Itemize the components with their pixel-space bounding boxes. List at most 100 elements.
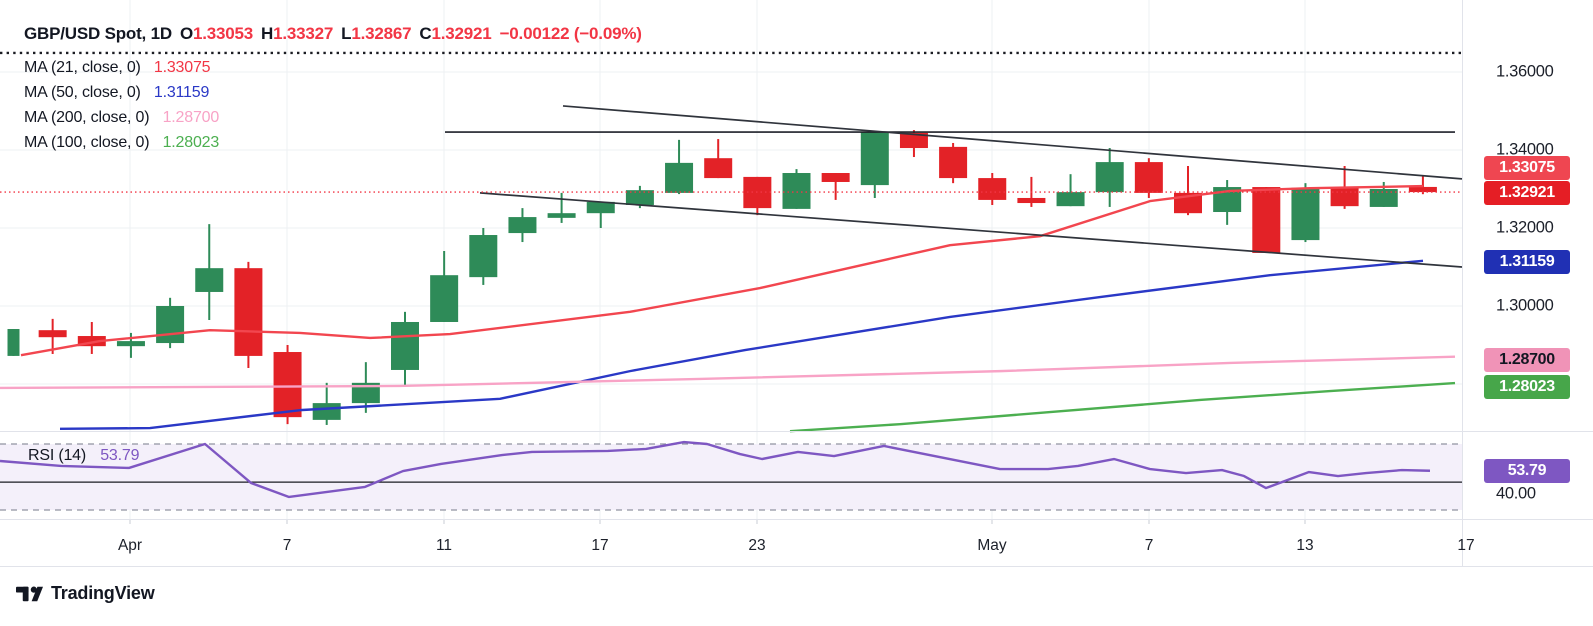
candle-body-up	[625, 190, 654, 205]
candle-body-up	[312, 403, 341, 420]
ma-50-value: 1.31159	[153, 84, 210, 101]
candle-body-down	[234, 268, 263, 356]
ohlc-key: H	[261, 24, 274, 43]
ohlc-value: 1.32867	[351, 24, 412, 43]
time-axis-label: 23	[748, 537, 766, 554]
ma-legend-200[interactable]: MA (200, close, 0) 1.28700	[24, 108, 642, 127]
ma-50-label: MA (50, close, 0)	[24, 84, 141, 101]
ohlc-key: O	[179, 24, 193, 43]
ma-21-label: MA (21, close, 0)	[24, 59, 141, 76]
descending-trendline	[562, 105, 1462, 180]
ohlc-value: 1.32921	[431, 24, 492, 43]
time-axis[interactable]: Apr 7 11 17 23 May 7 13 17	[0, 519, 1475, 566]
ohlc-key: L	[341, 24, 352, 43]
candle-body-up	[391, 321, 419, 370]
ma-100-value: 1.28023	[162, 134, 220, 151]
candle-body-up	[508, 217, 537, 234]
candle-body-up	[156, 306, 185, 344]
ma-line-ma-100	[789, 381, 1456, 433]
candle-body-up	[469, 235, 498, 278]
candle-body-up	[1369, 189, 1398, 207]
rsi-value-badge: 53.79	[1484, 458, 1570, 483]
ma-legend-100[interactable]: MA (100, close, 0) 1.28023	[24, 133, 642, 152]
ma-100-label: MA (100, close, 0)	[24, 134, 150, 151]
candle-body-down	[1252, 187, 1281, 253]
candle-body-down	[273, 352, 302, 418]
candle-body-down	[899, 132, 928, 149]
candle-body-down	[821, 173, 850, 182]
chart-bottom-border	[0, 566, 1593, 567]
candle-body-down	[978, 178, 1007, 200]
candle-body-down	[1408, 186, 1437, 193]
pane-separator-price-rsi[interactable]	[0, 431, 1593, 432]
rsi-axis-label: 40.00	[1496, 484, 1536, 502]
candle-body-up	[665, 162, 694, 193]
tradingview-logo-text: TradingView	[51, 583, 155, 603]
price-badge: 1.33075	[1484, 156, 1570, 180]
price-axis-label: 1.34000	[1496, 140, 1554, 159]
tradingview-logo-icon	[16, 586, 43, 602]
ohlc-value: 1.33327	[273, 24, 334, 43]
ma-200-value: 1.28700	[162, 109, 220, 126]
symbol-legend-row[interactable]: GBP/USD Spot, 1D O1.33053 H1.33327 L1.32867…	[24, 24, 642, 43]
rsi-value: 53.79	[100, 447, 140, 464]
time-axis-label: May	[977, 537, 1007, 554]
ohlc-key: C	[419, 24, 432, 43]
rsi-legend-row[interactable]: RSI (14) 53.79	[28, 447, 139, 465]
candle-body-up	[1291, 187, 1320, 241]
time-axis-label: 13	[1296, 537, 1314, 554]
candle-body-down	[77, 336, 106, 347]
candle-body-up	[351, 382, 380, 404]
ohlc-value: 1.33053	[192, 24, 254, 43]
symbol-title: GBP/USD Spot, 1D	[24, 24, 172, 43]
candle-body-down	[1134, 162, 1163, 193]
candle-body-up	[1056, 192, 1085, 207]
ohlc-values: O1.33053 H1.33327 L1.32867 C1.32921	[172, 24, 492, 43]
time-axis-label: 7	[282, 537, 292, 554]
time-axis-label: 7	[1144, 537, 1154, 554]
time-axis-label: 17	[1457, 537, 1475, 554]
candle-body-up	[7, 329, 20, 356]
ma-legend-21[interactable]: MA (21, close, 0) 1.33075	[24, 58, 642, 77]
candle-body-down	[939, 146, 968, 179]
chart-canvas[interactable]	[0, 0, 1462, 566]
legend: GBP/USD Spot, 1D O1.33053 H1.33327 L1.32867…	[24, 24, 642, 158]
rsi-band	[0, 444, 1462, 510]
candle-body-down	[38, 330, 67, 338]
candle-body-down	[704, 158, 733, 179]
ma-200-label: MA (200, close, 0)	[24, 109, 150, 126]
time-axis-label: 11	[435, 537, 453, 554]
price-badge: 1.28023	[1484, 375, 1570, 399]
time-axis-label: 17	[591, 537, 609, 554]
rsi-line	[0, 440, 1431, 499]
candle-body-down	[1017, 197, 1046, 204]
candle-body-up	[116, 341, 145, 347]
pane-separator-rsi-time	[0, 519, 1593, 520]
descending-trendline	[479, 192, 1462, 268]
tradingview-attribution[interactable]: TradingView	[16, 580, 155, 607]
candle-body-up	[860, 132, 889, 186]
price-axis-label: 1.36000	[1496, 62, 1554, 81]
price-axis-label: 1.32000	[1496, 218, 1554, 237]
ma-line-ma-21	[20, 184, 1424, 357]
price-badge: 1.32921	[1484, 181, 1570, 205]
candle-body-up	[1095, 162, 1124, 193]
price-badge: 1.31159	[1484, 250, 1570, 274]
time-axis-label: Apr	[117, 537, 143, 554]
price-badge: 1.28700	[1484, 348, 1570, 372]
price-axis-label: 1.30000	[1496, 296, 1554, 315]
candle-body-up	[195, 268, 224, 292]
ma-legend-50[interactable]: MA (50, close, 0) 1.31159	[24, 83, 642, 102]
change-value: −0.00122 (−0.09%)	[499, 24, 642, 43]
candle-body-up	[547, 213, 576, 218]
chart-plot-area[interactable]	[0, 0, 1462, 566]
ma-line-ma-200	[0, 355, 1456, 390]
rsi-label: RSI (14)	[28, 447, 86, 464]
price-axis-divider	[1462, 0, 1463, 566]
ma-21-value: 1.33075	[153, 59, 211, 76]
candle-body-up	[782, 173, 811, 209]
candle-body-down	[1330, 187, 1359, 207]
ma-line-ma-50	[59, 259, 1424, 431]
candle-body-up	[430, 275, 459, 322]
